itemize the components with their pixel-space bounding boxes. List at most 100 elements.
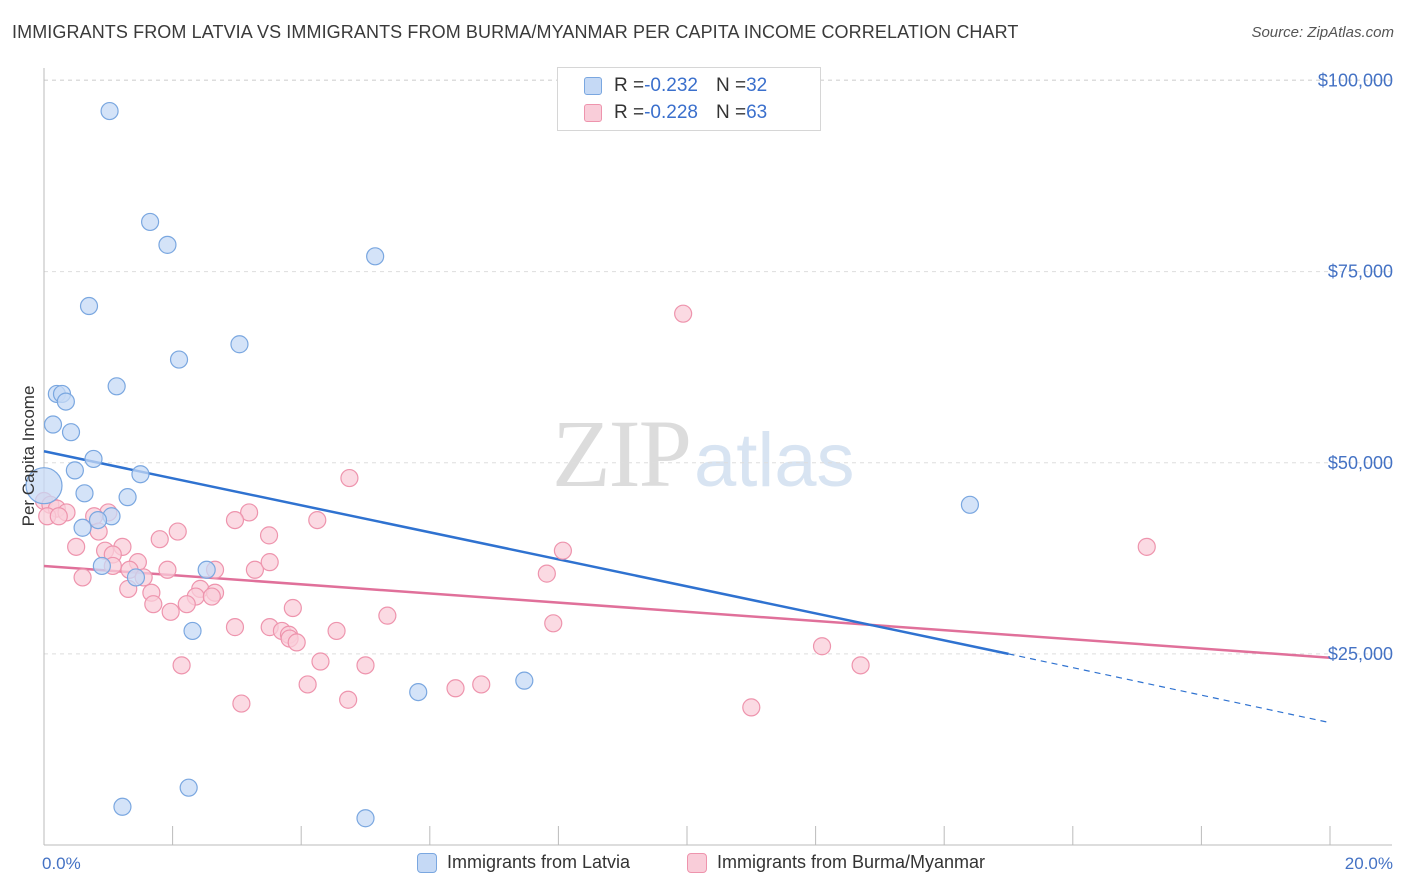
trend-lines xyxy=(43,450,1331,724)
burma-point xyxy=(1137,537,1156,556)
burma-point xyxy=(67,537,86,556)
latvia-trend-extension xyxy=(1008,653,1331,724)
burma-point xyxy=(259,526,279,545)
y-tick-label: $75,000 xyxy=(1328,262,1393,282)
burma-point xyxy=(158,560,177,579)
latvia-swatch xyxy=(584,77,602,95)
burma-point xyxy=(308,510,327,530)
latvia-point xyxy=(73,518,92,537)
legend-item-burma[interactable]: Immigrants from Burma/Myanmar xyxy=(687,852,985,873)
latvia-point xyxy=(43,415,63,434)
source-label: Source: ZipAtlas.com xyxy=(1251,24,1394,41)
legend-item-latvia[interactable]: Immigrants from Latvia xyxy=(417,852,630,873)
latvia-trend-line xyxy=(43,450,1009,656)
burma-point xyxy=(73,568,92,587)
legend-r-value: -0.228 xyxy=(644,102,698,123)
burma-point xyxy=(240,503,259,522)
burma-point xyxy=(172,656,191,675)
burma-point xyxy=(742,698,761,717)
latvia-legend-swatch xyxy=(417,852,437,873)
latvia-point xyxy=(84,449,103,469)
y-tick-label: $25,000 xyxy=(1328,644,1393,664)
burma-point xyxy=(812,637,832,656)
latvia-point xyxy=(88,510,108,530)
latvia-point xyxy=(169,350,189,369)
latvia-point xyxy=(79,296,99,316)
burma-point xyxy=(287,633,306,652)
burma-point xyxy=(472,675,491,694)
burma-point xyxy=(674,304,693,323)
burma-point xyxy=(150,530,169,549)
burma-legend-swatch xyxy=(687,852,707,873)
burma-point xyxy=(537,564,556,583)
burma-point xyxy=(298,675,317,694)
latvia-point xyxy=(126,568,146,587)
burma-point xyxy=(339,690,358,709)
burma-point xyxy=(232,694,251,713)
watermark-zip: ZIP xyxy=(552,400,692,507)
legend-r-label: R = xyxy=(614,102,645,123)
burma-point xyxy=(544,614,563,633)
legend-n-label: N = xyxy=(715,102,747,123)
latvia-point xyxy=(75,484,94,503)
latvia-point xyxy=(960,495,980,514)
latvia-point xyxy=(197,560,216,579)
latvia-point xyxy=(158,235,177,254)
burma-point xyxy=(245,560,265,579)
data-points xyxy=(25,101,1156,828)
burma-point xyxy=(553,541,573,560)
y-tick-label: $50,000 xyxy=(1328,453,1393,473)
burma-point xyxy=(225,618,245,637)
latvia-point xyxy=(515,671,534,690)
burma-point xyxy=(851,656,870,675)
burma-swatch xyxy=(584,104,602,122)
burma-point xyxy=(356,656,375,675)
latvia-point xyxy=(409,682,428,702)
y-tick-label: $100,000 xyxy=(1318,71,1393,91)
latvia-point xyxy=(356,809,375,828)
latvia-point xyxy=(140,212,160,232)
burma-point xyxy=(327,621,346,641)
burma-point xyxy=(144,595,163,614)
legend-r-label: R = xyxy=(614,75,645,96)
latvia-point xyxy=(183,621,202,641)
latvia-point xyxy=(25,467,63,505)
latvia-legend-label: Immigrants from Latvia xyxy=(447,852,631,872)
latvia-point xyxy=(65,461,84,480)
latvia-point xyxy=(107,377,126,396)
axes xyxy=(43,68,1392,846)
burma-point xyxy=(340,468,359,488)
latvia-point xyxy=(56,392,75,411)
legend-n-value: 32 xyxy=(746,75,768,96)
latvia-point xyxy=(100,101,119,121)
burma-point xyxy=(177,595,196,614)
latvia-point xyxy=(113,797,132,816)
correlation-legend: R = -0.232 N = 32 R = -0.228 N = 63 xyxy=(557,67,821,131)
legend-n-label: N = xyxy=(715,75,747,96)
latvia-point xyxy=(366,247,385,266)
burma-trend-line xyxy=(43,564,1331,659)
legend-row-burma: R = -0.228 N = 63 xyxy=(584,101,767,125)
burma-point xyxy=(161,602,180,621)
series-legend: Immigrants from Latvia Immigrants from B… xyxy=(0,852,1406,878)
latvia-point xyxy=(230,335,249,354)
burma-point xyxy=(49,507,68,526)
latvia-point xyxy=(179,778,198,797)
burma-point xyxy=(260,553,279,572)
burma-point xyxy=(378,606,397,625)
legend-row-latvia: R = -0.232 N = 32 xyxy=(584,74,767,98)
tick-labels: $25,000 $50,000 $75,000 $100,000 0.0% 20.0% xyxy=(42,71,1393,874)
burma-point xyxy=(446,679,465,698)
burma-point xyxy=(225,510,245,530)
x-tick-label: 20.0% xyxy=(1345,854,1393,873)
latvia-point xyxy=(92,556,111,576)
burma-point xyxy=(168,522,187,541)
y-axis-title: Per Capita Income xyxy=(19,386,38,527)
latvia-point xyxy=(61,423,81,442)
legend-r-value: -0.232 xyxy=(644,75,698,96)
burma-point xyxy=(283,598,302,618)
x-tick-label: 0.0% xyxy=(42,854,81,873)
latvia-point xyxy=(131,465,150,484)
watermark: ZIPatlas xyxy=(552,398,855,509)
